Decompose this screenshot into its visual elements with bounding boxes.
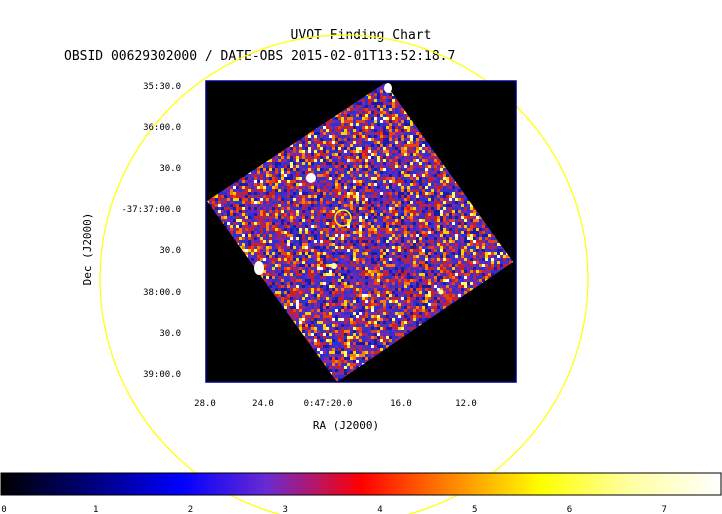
colorbar [0, 472, 722, 496]
chart-subtitle: OBSID 00629302000 / DATE-OBS 2015-02-01T… [64, 49, 456, 64]
x-tick-label: 12.0 [455, 399, 477, 409]
y-tick-label: 39:00.0 [143, 370, 181, 380]
y-tick-labels: 35:30.0 36:00.0 30.0 -37:37:00.0 30.0 38:00.0… [121, 82, 181, 380]
field-of-view-circle [99, 34, 589, 514]
colorbar-tick-labels: 0 1 2 3 4 5 6 7 [1, 505, 667, 514]
bright-source [254, 261, 264, 275]
y-tick-label: 30.0 [159, 164, 181, 174]
colorbar-tick-label: 3 [282, 505, 287, 514]
colorbar-tick-label: 2 [188, 505, 193, 514]
x-tick-labels: 28.0 24.0 0:47:20.0 16.0 12.0 [194, 399, 477, 409]
faint-source [331, 263, 337, 269]
x-tick-label: 24.0 [252, 399, 274, 409]
bright-source [306, 173, 316, 183]
colorbar-tick-label: 7 [661, 505, 666, 514]
colorbar-tick-label: 6 [567, 505, 572, 514]
y-tick-label: 35:30.0 [143, 82, 181, 92]
y-tick-label: 38:00.0 [143, 288, 181, 298]
colorbar-tick-label: 4 [377, 505, 382, 514]
colorbar-tick-label: 5 [472, 505, 477, 514]
x-axis-label: RA (J2000) [313, 419, 379, 432]
target-circle [334, 209, 352, 227]
x-tick-label: 0:47:20.0 [304, 399, 353, 409]
x-tick-label: 28.0 [194, 399, 216, 409]
x-tick-label: 16.0 [390, 399, 412, 409]
y-tick-label: -37:37:00.0 [121, 205, 181, 215]
faint-source [438, 289, 444, 295]
y-tick-label: 30.0 [159, 246, 181, 256]
colorbar-tick-label: 1 [93, 505, 98, 514]
bright-source [384, 83, 392, 93]
y-tick-label: 30.0 [159, 329, 181, 339]
y-tick-label: 36:00.0 [143, 123, 181, 133]
colorbar-tick-label: 0 [1, 505, 6, 514]
bright-sources [254, 83, 444, 295]
image-frame-border [205, 80, 517, 383]
y-axis-label: Dec (J2000) [81, 213, 94, 286]
